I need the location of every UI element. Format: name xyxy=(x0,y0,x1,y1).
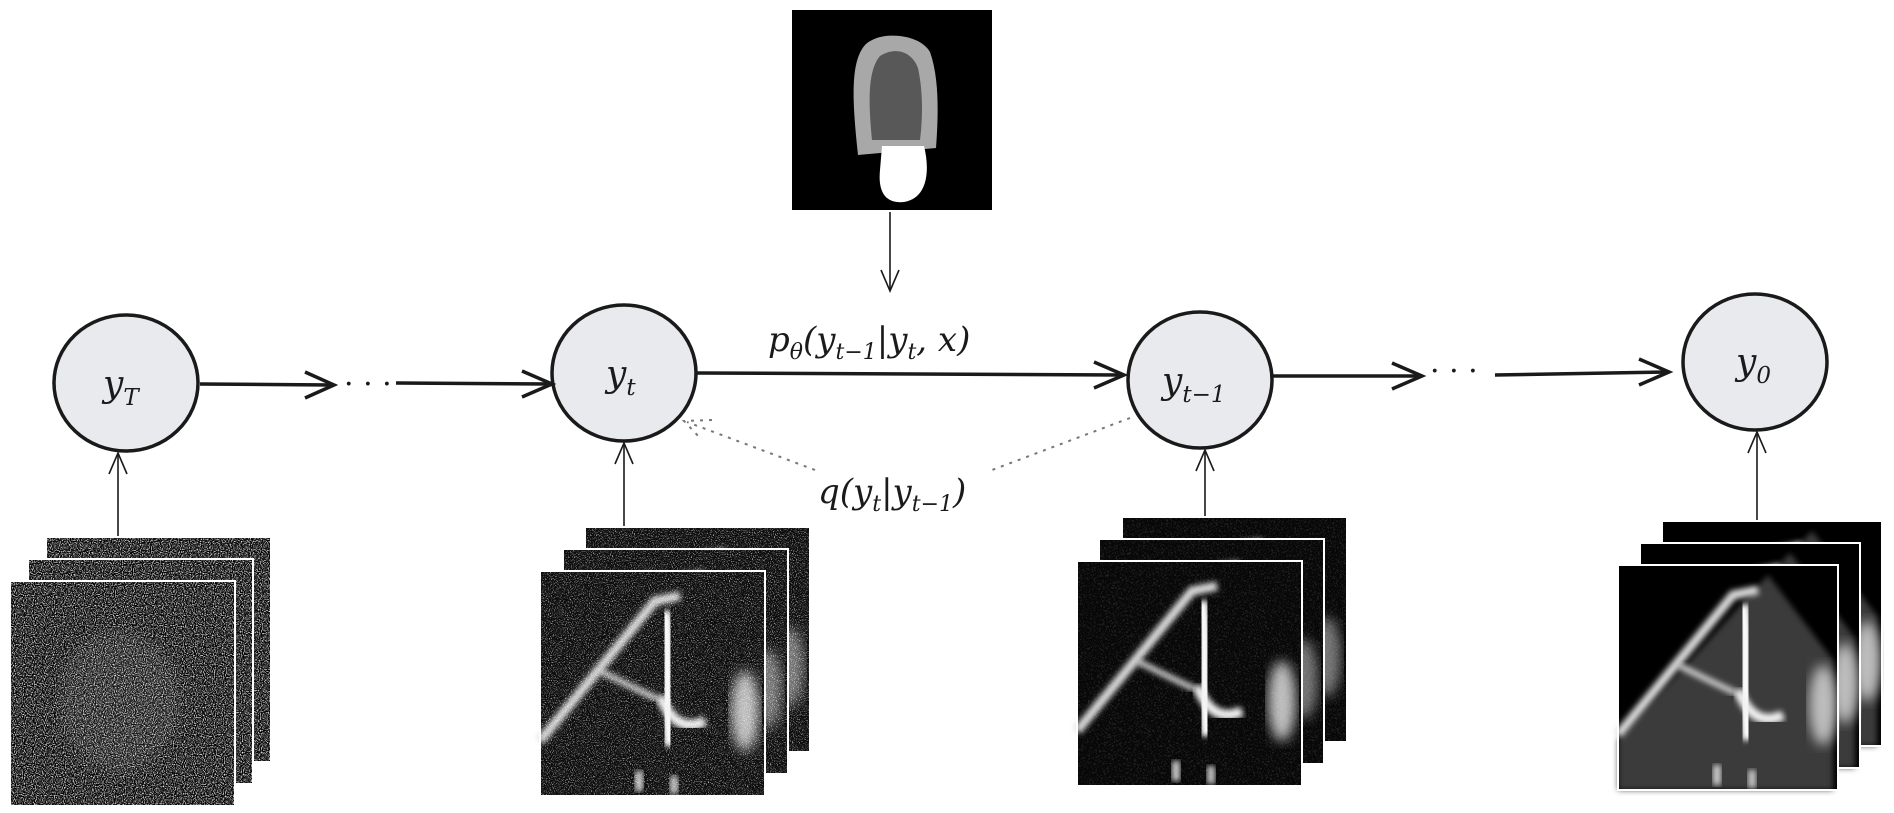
node-y0: y0 xyxy=(1681,292,1829,432)
reverse-open: (y xyxy=(803,320,836,360)
node-y0-base: y xyxy=(1734,342,1757,383)
node-yT-base: y xyxy=(101,364,124,405)
image-stack-yt-1 xyxy=(1077,516,1348,786)
svg-text:yt−1: yt−1 xyxy=(1160,361,1226,408)
reverse-sub2: t xyxy=(907,340,916,365)
ellipsis-left: · · · xyxy=(344,367,392,402)
forward-process-arrow xyxy=(681,417,1131,471)
forward-sub1: t xyxy=(872,492,881,517)
node-yt1-base: y xyxy=(1160,361,1183,402)
node-yt: yt xyxy=(550,303,698,443)
forward-q: q(y xyxy=(818,472,873,512)
svg-text:yt: yt xyxy=(604,354,636,401)
reverse-theta: θ xyxy=(790,340,803,365)
forward-bar: |y xyxy=(881,472,912,512)
forward-close: ) xyxy=(952,472,966,512)
observation-arrows xyxy=(108,429,1767,537)
node-yT: yT xyxy=(52,313,200,453)
svg-text:y0: y0 xyxy=(1734,342,1771,389)
svg-text:yT: yT xyxy=(101,364,140,411)
image-stack-yT xyxy=(9,536,272,807)
reverse-sub1: t−1 xyxy=(836,340,877,365)
reverse-tail: , x) xyxy=(916,320,970,360)
node-yt-base: y xyxy=(604,354,627,395)
node-yt1-sub: t−1 xyxy=(1182,382,1225,408)
condition-arrow-head xyxy=(880,269,900,294)
reverse-bar: |y xyxy=(877,320,908,360)
ellipsis-right: · · · xyxy=(1430,354,1478,389)
node-y0-sub: 0 xyxy=(1756,363,1771,389)
node-yt-sub: t xyxy=(626,375,636,401)
reverse-process-label: pθ(yt−1|yt, x) xyxy=(768,320,970,365)
image-stack-yt xyxy=(540,526,811,796)
forward-sub2: t−1 xyxy=(912,492,953,517)
node-yT-sub: T xyxy=(123,385,140,411)
forward-process-label: q(yt|yt−1) xyxy=(818,472,966,517)
node-yt-1: yt−1 xyxy=(1126,310,1274,450)
reverse-p: p xyxy=(768,320,790,360)
segmentation-mask-image xyxy=(792,10,992,210)
chain-arrows: · · · · · · xyxy=(199,354,1674,402)
image-stack-y0 xyxy=(1618,520,1882,790)
